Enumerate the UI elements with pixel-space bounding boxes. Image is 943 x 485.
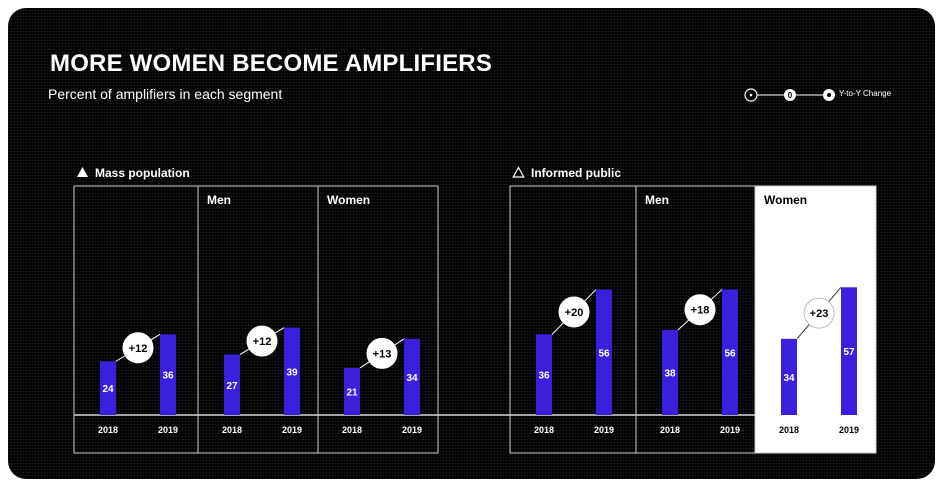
panel-group-border [73, 185, 439, 454]
x-tick-label: 2018 [222, 425, 242, 435]
x-tick-label: 2018 [779, 425, 799, 435]
legend-marker-icon: 0 [744, 88, 835, 102]
bar [344, 367, 360, 415]
bar-value-label: 57 [843, 347, 855, 358]
outline-triangle-icon [512, 166, 525, 178]
bar [841, 287, 857, 415]
bar-value-label: 24 [102, 384, 114, 395]
bar-chart: 24 2018 36 2019 +12 Men 27 2018 39 2019 +12 Women 21… [73, 185, 877, 454]
panel-segment-label: Men [207, 193, 231, 207]
page-title: MORE WOMEN BECOME AMPLIFIERS [50, 50, 493, 77]
bar-value-label: 27 [226, 381, 238, 392]
bar-value-label: 38 [664, 368, 676, 379]
section-label-text: Informed public [531, 166, 621, 180]
panel-segment-label: Women [327, 193, 370, 207]
section-label-mass-population: Mass population [76, 166, 190, 180]
x-tick-label: 2018 [98, 425, 118, 435]
change-bubble [803, 297, 835, 329]
bar [781, 338, 797, 415]
panel-segment-label: Men [645, 193, 669, 207]
change-label: +12 [253, 336, 272, 348]
panel-segment-label: Women [764, 193, 807, 207]
filled-triangle-icon [77, 167, 88, 177]
x-tick-label: 2018 [342, 425, 362, 435]
x-tick-label: 2018 [660, 425, 680, 435]
change-bubble [122, 332, 154, 364]
change-label: +20 [565, 307, 584, 319]
section-label-informed-public: Informed public [512, 166, 621, 180]
bar [224, 354, 240, 415]
slide-frame: MORE WOMEN BECOME AMPLIFIERS Percent of … [8, 8, 935, 479]
change-bubble [558, 296, 590, 328]
bar [536, 334, 552, 415]
change-bubble [684, 294, 716, 326]
bar [404, 338, 420, 415]
x-tick-label: 2019 [402, 425, 422, 435]
bar [160, 334, 176, 415]
panel-group-border [509, 185, 877, 454]
bar-value-label: 56 [598, 348, 610, 359]
bar-value-label: 34 [783, 373, 795, 384]
bar-value-label: 56 [724, 348, 736, 359]
section-label-text: Mass population [95, 166, 190, 180]
change-bubble [246, 325, 278, 357]
change-label: +23 [810, 308, 829, 320]
bar [100, 361, 116, 415]
legend-label: Y-to-Y Change [839, 89, 892, 98]
legend-marker-text: 0 [788, 91, 793, 100]
change-label: +18 [691, 305, 710, 317]
legend: 0 Y-to-Y Change [742, 86, 932, 104]
x-tick-label: 2019 [282, 425, 302, 435]
x-tick-label: 2019 [839, 425, 859, 435]
bar [662, 329, 678, 415]
change-label: +12 [129, 343, 148, 355]
change-bubble [366, 337, 398, 369]
bar-value-label: 36 [538, 371, 550, 382]
x-tick-label: 2019 [158, 425, 178, 435]
page-subtitle: Percent of amplifiers in each segment [48, 86, 283, 102]
x-tick-label: 2019 [720, 425, 740, 435]
bar-value-label: 36 [162, 371, 174, 382]
bar-value-label: 21 [346, 387, 358, 398]
x-tick-label: 2018 [534, 425, 554, 435]
bar [722, 289, 738, 415]
x-tick-label: 2019 [594, 425, 614, 435]
bar [596, 289, 612, 415]
bar-value-label: 34 [406, 373, 418, 384]
change-label: +13 [373, 348, 392, 360]
bar [284, 327, 300, 415]
bar-value-label: 39 [286, 367, 298, 378]
